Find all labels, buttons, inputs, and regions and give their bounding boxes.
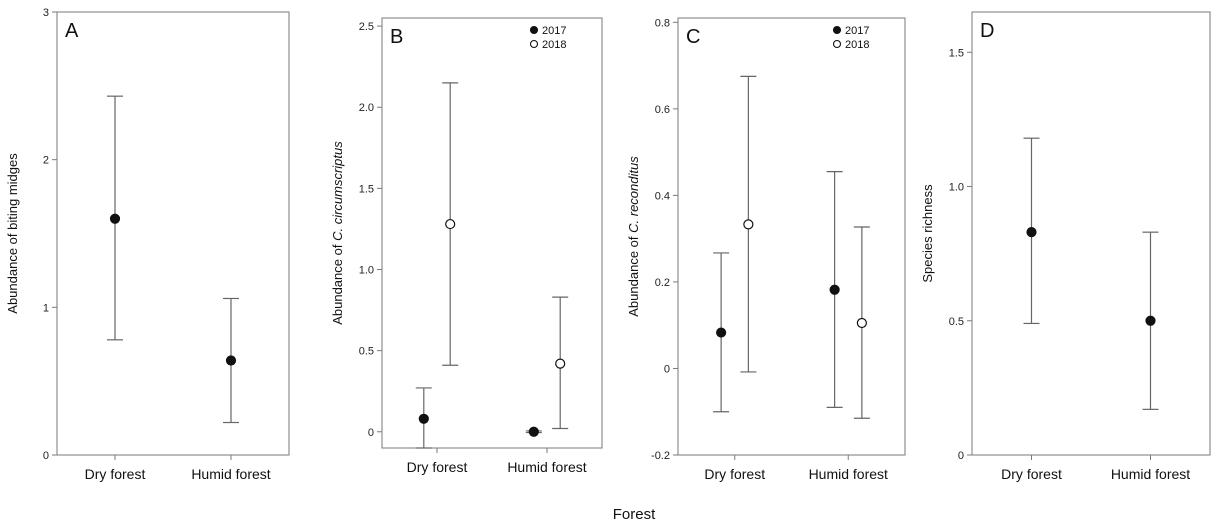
y-tick-label: 0 bbox=[43, 450, 49, 462]
legend-marker bbox=[832, 39, 842, 49]
point-marker-open bbox=[445, 218, 456, 230]
y-axis-title: Species richness bbox=[920, 184, 935, 283]
panel-letter: B bbox=[390, 26, 403, 48]
point-marker-filled bbox=[225, 355, 237, 366]
legend-marker bbox=[529, 25, 539, 35]
x-category-label: Dry forest bbox=[85, 466, 146, 482]
y-tick-label: 0.5 bbox=[359, 346, 374, 358]
point-marker-open bbox=[743, 219, 754, 230]
y-tick-label: 2.5 bbox=[359, 21, 374, 33]
x-category-label: Humid forest bbox=[507, 459, 586, 475]
plot-frame bbox=[56, 11, 290, 456]
data-point-group bbox=[853, 226, 870, 419]
legend-marker bbox=[832, 25, 842, 35]
data-point-group bbox=[525, 426, 542, 437]
x-axis-title: Forest bbox=[613, 506, 656, 523]
plot-frame bbox=[971, 11, 1211, 456]
legend-label: 2018 bbox=[845, 39, 869, 51]
legend: 2017 2018 bbox=[832, 25, 869, 51]
data-point-group bbox=[442, 82, 459, 366]
point-marker-filled bbox=[1026, 227, 1037, 238]
y-tick-label: -0.2 bbox=[651, 450, 670, 462]
point-marker-open bbox=[856, 317, 867, 329]
point-marker-filled bbox=[829, 284, 840, 295]
data-point-group bbox=[713, 252, 730, 413]
panel-c: -0.2 0 0.2 0.4 0.6 0.8 Dry forest Humid forest C… bbox=[626, 17, 906, 482]
y-tick-label: 1.0 bbox=[949, 182, 964, 194]
y-tick-label: 0 bbox=[664, 363, 670, 375]
y-tick-label: 2 bbox=[43, 155, 49, 167]
data-point-group bbox=[223, 297, 239, 424]
panel-d: 0 0.5 1.0 1.5 Dry forest Humid forest D Species… bbox=[920, 11, 1211, 482]
y-axis-title: Abundance of biting midges bbox=[5, 153, 20, 314]
point-marker-filled bbox=[1145, 315, 1156, 326]
data-point-group bbox=[415, 387, 432, 449]
data-point-group bbox=[740, 75, 757, 373]
y-tick-label: 2.0 bbox=[359, 102, 374, 114]
plot-frame bbox=[381, 17, 603, 449]
y-tick-label: 0.5 bbox=[949, 316, 964, 328]
y-tick-label: 0 bbox=[368, 427, 374, 439]
panel-letter: C bbox=[686, 26, 700, 48]
y-tick-label: 0 bbox=[958, 450, 964, 462]
data-point-group bbox=[107, 95, 123, 341]
point-marker-filled bbox=[716, 327, 727, 338]
x-category-label: Humid forest bbox=[191, 466, 270, 482]
x-category-label: Dry forest bbox=[1001, 466, 1062, 482]
panel-a: 0 1 2 3 Dry forest Humid forest A Abundance of … bbox=[5, 7, 290, 482]
y-axis-title: Abundance of C. circumscriptus bbox=[330, 141, 345, 325]
legend-label: 2017 bbox=[542, 25, 566, 37]
x-category-label: Dry forest bbox=[704, 466, 765, 482]
y-tick-label: 0.4 bbox=[655, 190, 670, 202]
y-tick-label: 1.5 bbox=[359, 183, 374, 195]
x-category-label: Dry forest bbox=[407, 459, 468, 475]
panel-letter: D bbox=[980, 20, 994, 42]
y-tick-label: 1.5 bbox=[949, 47, 964, 59]
point-marker-filled bbox=[109, 213, 121, 224]
y-tick-label: 1.0 bbox=[359, 265, 374, 277]
point-marker-filled bbox=[418, 413, 429, 424]
y-tick-label: 0.2 bbox=[655, 277, 670, 289]
y-axis-title: Abundance of C. reconditus bbox=[626, 156, 641, 317]
y-tick-label: 0.6 bbox=[655, 104, 670, 116]
data-point-group bbox=[826, 170, 843, 409]
y-tick-label: 0.8 bbox=[655, 17, 670, 29]
panel-b: 0 0.5 1.0 1.5 2.0 2.5 Dry forest Humid forest B A… bbox=[330, 17, 603, 475]
legend-marker bbox=[529, 39, 539, 49]
y-tick-label: 3 bbox=[43, 7, 49, 19]
legend: 2017 2018 bbox=[529, 25, 566, 51]
panel-letter: A bbox=[65, 20, 79, 42]
data-point-group bbox=[1142, 231, 1159, 410]
y-tick-label: 1 bbox=[43, 302, 49, 314]
legend-label: 2018 bbox=[542, 39, 566, 51]
legend-label: 2017 bbox=[845, 25, 869, 37]
point-marker-filled bbox=[528, 426, 539, 437]
panels-group: 0 1 2 3 Dry forest Humid forest A Abundance of … bbox=[5, 7, 1211, 482]
point-marker-open bbox=[555, 358, 566, 369]
data-point-group bbox=[1023, 137, 1040, 325]
data-point-group bbox=[552, 296, 569, 430]
x-category-label: Humid forest bbox=[1111, 466, 1190, 482]
plot-frame bbox=[677, 17, 906, 456]
x-category-label: Humid forest bbox=[809, 466, 888, 482]
